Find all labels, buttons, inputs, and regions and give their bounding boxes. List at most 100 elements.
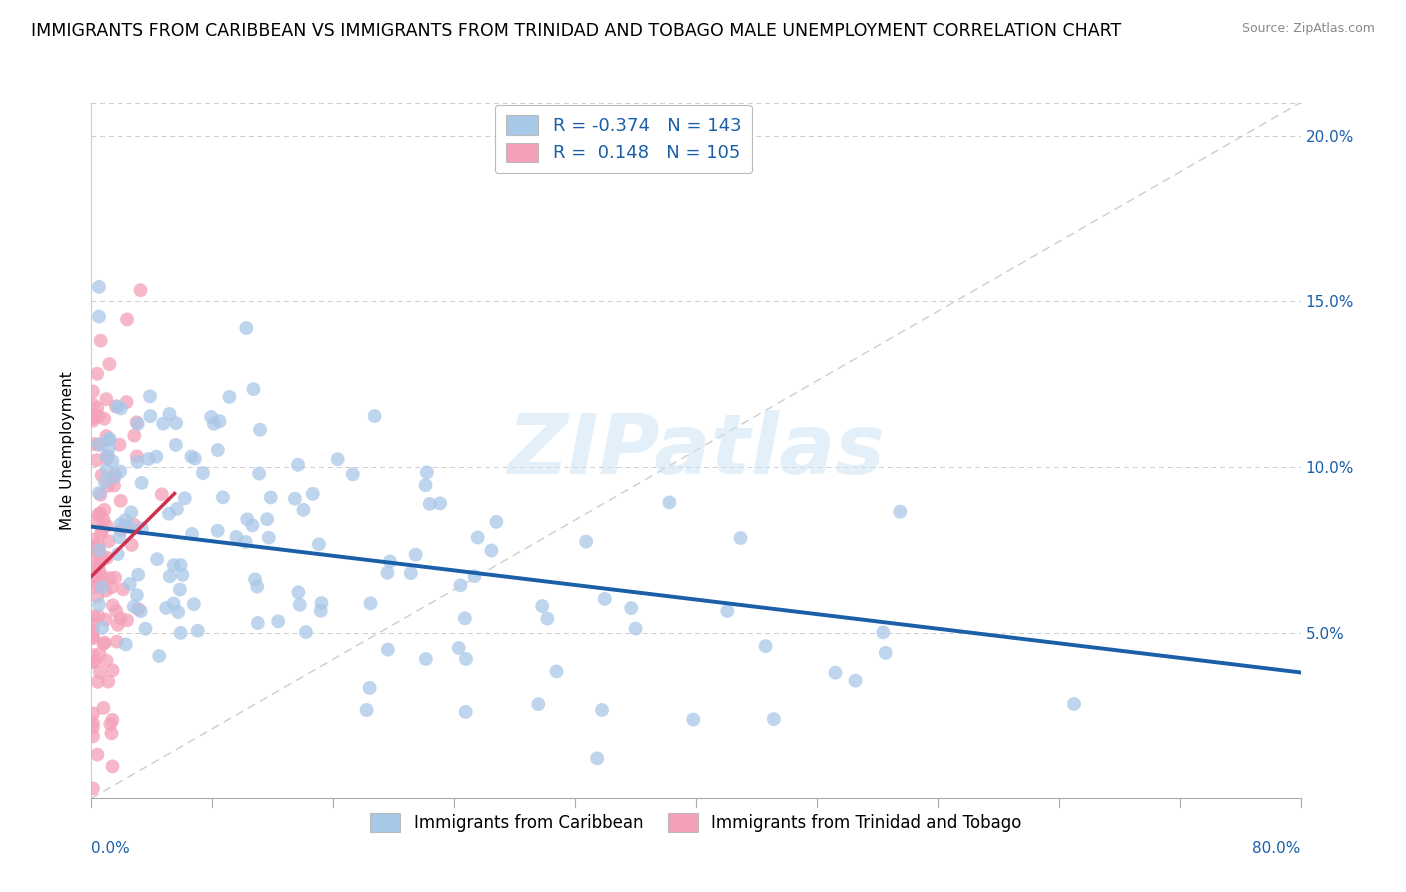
Point [129, 604, 152, 618]
Point [87, 609, 110, 624]
Point [87, 542, 110, 557]
Point [82, 411, 104, 425]
Point [447, 640, 470, 655]
Point [87, 280, 110, 294]
Point [127, 455, 149, 469]
Point [120, 505, 142, 519]
Point [169, 626, 191, 640]
Point [124, 428, 146, 442]
Point [86, 453, 108, 467]
Point [82, 781, 104, 796]
Point [152, 417, 174, 431]
Point [94, 475, 117, 489]
Text: 0.0%: 0.0% [91, 841, 131, 856]
Point [87, 563, 110, 577]
Legend: Immigrants from Caribbean, Immigrants from Trinidad and Tobago: Immigrants from Caribbean, Immigrants fr… [364, 806, 1028, 838]
Point [86, 401, 108, 415]
Point [121, 538, 143, 552]
Point [467, 531, 489, 545]
Point [454, 611, 477, 625]
Point [122, 599, 145, 614]
Point [114, 518, 136, 533]
Point [97, 674, 120, 689]
Point [378, 554, 401, 568]
Point [235, 321, 257, 335]
Point [308, 537, 330, 551]
Point [546, 665, 568, 679]
Point [159, 407, 181, 421]
Point [125, 588, 148, 602]
Point [586, 751, 609, 765]
Point [202, 417, 225, 431]
Point [114, 637, 136, 651]
Point [575, 534, 598, 549]
Point [82, 632, 104, 646]
Point [155, 601, 177, 615]
Point [105, 634, 128, 648]
Point [110, 517, 132, 532]
Point [90, 580, 112, 594]
Point [173, 491, 195, 506]
Point [207, 524, 229, 538]
Point [93, 513, 115, 527]
Point [184, 451, 207, 466]
Point [108, 437, 131, 451]
Point [139, 409, 162, 424]
Point [236, 512, 259, 526]
Point [87, 537, 110, 551]
Y-axis label: Male Unemployment: Male Unemployment [60, 371, 76, 530]
Point [889, 505, 911, 519]
Point [97, 441, 120, 455]
Point [658, 495, 681, 509]
Point [191, 466, 214, 480]
Point [138, 452, 160, 467]
Point [131, 475, 153, 490]
Point [83, 569, 105, 583]
Point [235, 535, 257, 549]
Point [180, 450, 202, 464]
Point [89, 647, 111, 661]
Point [145, 450, 167, 464]
Point [246, 615, 269, 630]
Point [91, 523, 114, 537]
Point [360, 596, 382, 610]
Point [131, 521, 153, 535]
Point [159, 569, 181, 583]
Point [309, 604, 332, 618]
Point [419, 497, 441, 511]
Point [87, 598, 110, 612]
Point [101, 663, 124, 677]
Point [127, 602, 149, 616]
Point [454, 652, 477, 666]
Point [91, 569, 114, 583]
Point [82, 720, 104, 734]
Point [97, 534, 120, 549]
Point [86, 576, 108, 591]
Text: Source: ZipAtlas.com: Source: ZipAtlas.com [1241, 22, 1375, 36]
Point [105, 604, 128, 618]
Point [86, 674, 108, 689]
Point [108, 530, 131, 544]
Point [872, 625, 894, 640]
Point [416, 465, 439, 479]
Point [183, 597, 205, 611]
Point [83, 437, 105, 451]
Point [166, 501, 188, 516]
Point [107, 547, 129, 561]
Point [163, 558, 186, 573]
Point [104, 467, 127, 482]
Point [169, 582, 191, 597]
Text: ZIPatlas: ZIPatlas [508, 410, 884, 491]
Point [87, 310, 110, 324]
Point [107, 617, 129, 632]
Point [96, 463, 118, 477]
Point [82, 655, 104, 669]
Point [527, 697, 550, 711]
Point [87, 486, 110, 500]
Point [363, 409, 385, 423]
Point [82, 543, 104, 558]
Point [94, 613, 117, 627]
Point [257, 531, 280, 545]
Point [295, 625, 318, 640]
Point [93, 503, 115, 517]
